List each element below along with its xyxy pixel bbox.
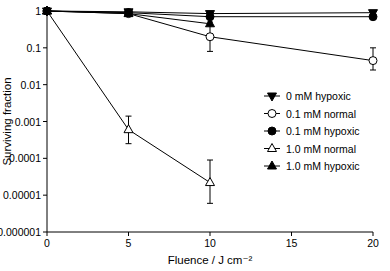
y-tick — [43, 121, 47, 122]
data-point — [125, 10, 133, 18]
x-tick-label: 10 — [204, 237, 216, 249]
y-axis-label: Surviving fraction — [1, 77, 13, 165]
y-tick — [43, 84, 47, 85]
data-point — [206, 178, 215, 186]
legend-label: 0.1 mM normal — [286, 108, 356, 120]
series-line — [47, 11, 373, 61]
y-tick — [43, 158, 47, 159]
x-tick-label: 0 — [44, 237, 50, 249]
data-point — [43, 6, 52, 14]
x-tick-label: 5 — [126, 237, 132, 249]
legend-marker — [268, 127, 276, 135]
x-tick — [210, 232, 211, 236]
y-tick-label: 0.1 — [26, 42, 41, 54]
data-point — [124, 9, 133, 17]
legend-marker — [268, 144, 277, 152]
data-point — [43, 7, 51, 15]
y-tick-label: 0.00001 — [3, 189, 41, 201]
data-point — [206, 33, 214, 41]
y-tick — [43, 47, 47, 48]
y-tick-label: 0.0001 — [9, 152, 41, 164]
y-tick-label: 0.001 — [15, 116, 41, 128]
data-point — [206, 19, 215, 27]
chart: 0.0000010.000010.00010.0010.010.11051015… — [0, 0, 390, 271]
plot-area — [43, 6, 378, 203]
legend-marker — [268, 161, 277, 169]
x-tick — [128, 232, 129, 236]
legend-label: 0.1 mM hypoxic — [286, 125, 360, 137]
x-tick — [291, 232, 292, 236]
legend-marker — [268, 110, 276, 118]
legend-label: 0 mM hypoxic — [286, 90, 351, 102]
y-tick-label: 0.000001 — [0, 226, 41, 238]
y-tick-label: 1 — [35, 5, 41, 17]
y-tick-label: 0.01 — [21, 79, 42, 91]
x-tick-label: 20 — [367, 237, 379, 249]
data-point — [43, 7, 51, 15]
data-point — [124, 125, 133, 133]
data-point — [369, 13, 377, 21]
data-point — [124, 9, 133, 17]
x-tick-label: 15 — [286, 237, 298, 249]
x-tick — [47, 232, 48, 236]
legend-marker — [268, 93, 277, 101]
y-tick — [43, 195, 47, 196]
legend-label: 1.0 mM hypoxic — [286, 160, 360, 172]
data-point — [125, 9, 133, 17]
legend: 0 mM hypoxic 0.1 mM normal 0.1 mM hypoxic 1… — [264, 90, 360, 172]
x-tick — [373, 232, 374, 236]
x-axis-label: Fluence / J cm⁻² — [168, 254, 253, 266]
legend-label: 1.0 mM normal — [286, 143, 356, 155]
data-point — [369, 57, 377, 65]
data-point — [43, 6, 52, 14]
y-tick — [43, 232, 47, 233]
error-bar — [370, 48, 376, 70]
series-line — [47, 11, 210, 183]
